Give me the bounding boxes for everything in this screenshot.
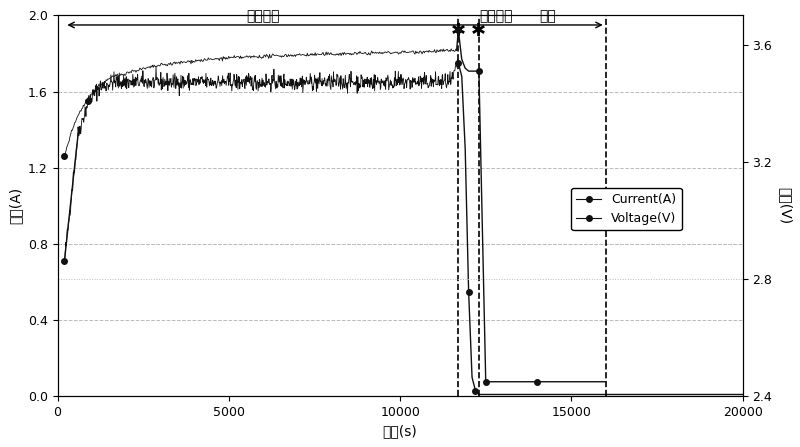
Y-axis label: 电压(V): 电压(V) [778,187,792,224]
Legend: Current(A), Voltage(V): Current(A), Voltage(V) [571,188,682,230]
X-axis label: 时间(s): 时间(s) [382,425,418,439]
Text: ✱: ✱ [471,22,486,40]
Text: ✱: ✱ [450,22,466,40]
Text: 停歇: 停歇 [539,9,556,23]
Y-axis label: 电流(A): 电流(A) [8,187,22,224]
Text: 恒流充电: 恒流充电 [246,9,280,23]
Text: 恒压充电: 恒压充电 [479,9,513,23]
